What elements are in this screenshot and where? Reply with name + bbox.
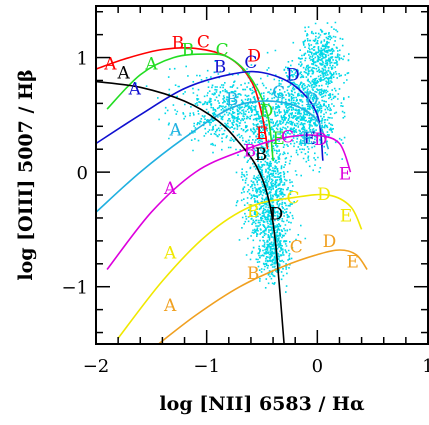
curve-label-b: B xyxy=(247,202,260,222)
curve-label-b: B xyxy=(226,90,239,110)
axis-ticks: −2 −1 0 1 −1 0 1 xyxy=(61,6,429,377)
curve-label-c: C xyxy=(272,83,285,103)
curve-label-e: E xyxy=(301,129,313,149)
x-axis-label: log [NII] 6583 / Hα xyxy=(159,393,365,415)
curve-label-d: D xyxy=(317,185,331,205)
curve-label-d: D xyxy=(286,66,300,86)
y-tick-label: 0 xyxy=(77,163,88,184)
curve-label-a: A xyxy=(163,243,177,263)
y-tick-label: −1 xyxy=(61,278,88,299)
curve-label-c: C xyxy=(290,238,303,258)
x-tick-label: −2 xyxy=(83,356,110,377)
curve-1 xyxy=(106,53,274,161)
curve-label-b: B xyxy=(255,145,268,165)
curve-label-a: A xyxy=(169,121,183,141)
x-tick-label: −1 xyxy=(193,356,220,377)
curve-label-a: A xyxy=(128,79,142,99)
curve-label-a: A xyxy=(117,63,131,83)
curve-label-b: B xyxy=(182,41,195,61)
curve-label-e: E xyxy=(339,164,351,184)
curve-label-c: C xyxy=(286,188,299,208)
curve-label-b: B xyxy=(244,141,257,161)
curve-label-c: C xyxy=(281,128,294,148)
curve-label-d: D xyxy=(260,101,274,121)
curve-label-a: A xyxy=(163,296,177,316)
curve-label-a: A xyxy=(163,179,177,199)
x-tick-label: 0 xyxy=(312,356,323,377)
curve-label-d: D xyxy=(270,204,284,224)
curve-label-b: B xyxy=(247,264,260,284)
curve-3 xyxy=(96,100,330,213)
plot-frame xyxy=(95,5,429,345)
curve-label-e: E xyxy=(340,207,352,227)
curve-label-b: B xyxy=(214,58,227,78)
curve-label-c: C xyxy=(244,53,257,73)
curve-5 xyxy=(117,193,363,339)
curve-4 xyxy=(106,134,352,270)
y-axis-label: log [OIII] 5007 / Hβ xyxy=(15,69,37,280)
curve-label-e: E xyxy=(272,129,284,149)
x-tick-label: 1 xyxy=(422,356,429,377)
curve-label-d: D xyxy=(247,46,261,66)
curve-7 xyxy=(96,80,285,344)
curve-label-d: D xyxy=(314,130,328,150)
curve-label-a: A xyxy=(144,54,158,74)
curve-label-c: C xyxy=(197,33,210,53)
curve-label-d: D xyxy=(323,232,337,252)
curve-label-e: E xyxy=(303,129,315,149)
curve-label-a: A xyxy=(103,54,117,74)
curve-label-e: E xyxy=(347,253,359,273)
curve-label-b: B xyxy=(172,34,185,54)
y-tick-label: 1 xyxy=(77,49,88,70)
curve-2 xyxy=(96,70,324,161)
curve-label-c: C xyxy=(216,41,229,61)
model-curves xyxy=(96,46,368,344)
curve-0 xyxy=(96,46,269,150)
curve-label-d: D xyxy=(305,90,319,110)
curve-label-e: E xyxy=(256,124,268,144)
curve-6 xyxy=(157,249,368,344)
